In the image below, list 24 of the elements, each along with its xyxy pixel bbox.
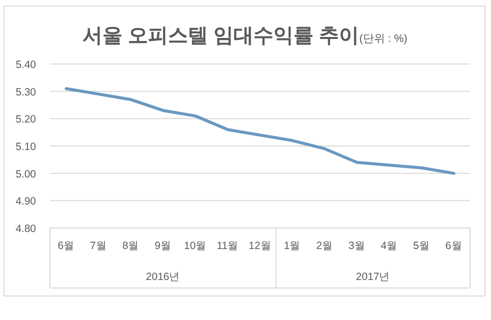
x-tick-label: 6월 <box>58 240 75 252</box>
y-tick-label: 4.90 <box>16 196 36 208</box>
x-tick-label: 1월 <box>284 240 301 252</box>
y-tick-label: 5.40 <box>16 59 36 71</box>
x-tick-label: 2월 <box>316 240 334 252</box>
y-tick-label: 5.30 <box>16 86 36 98</box>
x-tick-label: 11월 <box>216 240 239 252</box>
x-tick-label: 3월 <box>348 240 366 252</box>
x-tick-label: 10월 <box>184 240 207 252</box>
x-tick-label: 12월 <box>248 240 272 252</box>
x-tick-label: 7월 <box>90 240 107 252</box>
x-tick-label: 5월 <box>413 240 430 252</box>
x-tick-label: 8월 <box>122 240 140 252</box>
x-tick-label: 4월 <box>380 240 398 252</box>
y-tick-label: 5.10 <box>16 141 36 153</box>
x-tick-label: 9월 <box>154 240 172 252</box>
y-tick-label: 5.00 <box>16 168 36 180</box>
x-tick-label: 6월 <box>445 240 462 252</box>
line-series <box>64 87 456 175</box>
y-tick-label: 4.80 <box>16 223 36 235</box>
text: 2016년 <box>146 271 180 283</box>
chart-title: 서울 오피스텔 임대수익률 추이(단위 : %) <box>82 25 408 47</box>
y-tick-label: 5.20 <box>16 114 36 126</box>
text: 2017년 <box>356 271 390 283</box>
